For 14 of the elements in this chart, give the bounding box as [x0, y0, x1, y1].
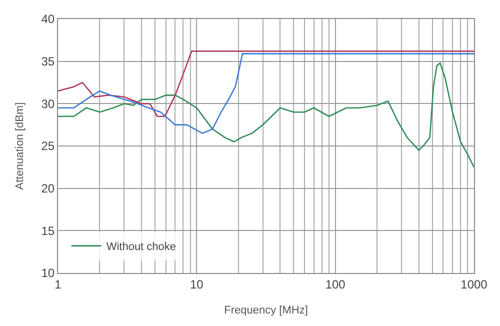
y-tick-label: 35 [41, 54, 55, 69]
legend-label: Without choke [106, 241, 176, 254]
y-tick-label: 40 [41, 12, 55, 26]
y-axis-title: Attenuation [dBm] [14, 102, 26, 190]
x-tick-label: 100 [325, 277, 346, 292]
y-tick-label: 25 [41, 139, 55, 154]
x-tick-label: 1000 [460, 277, 488, 292]
y-tick-label: 20 [41, 182, 55, 196]
x-tick-label: 1 [54, 277, 62, 292]
y-tick-label: 10 [41, 266, 55, 280]
x-axis-title: Frequency [MHz] [224, 304, 308, 317]
x-tick-label: 10 [190, 277, 204, 292]
y-tick-label: 15 [41, 224, 55, 238]
y-tick-label: 30 [41, 96, 55, 111]
